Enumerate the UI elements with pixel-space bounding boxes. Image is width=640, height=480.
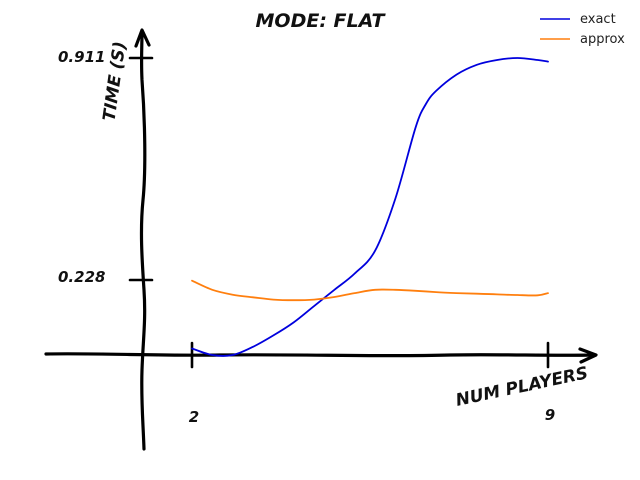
chart-title: MODE: FLAT <box>256 10 387 32</box>
x-axis-label: NUM PLAYERS <box>454 363 590 411</box>
series-line-approx <box>191 279 549 302</box>
y-tick-label-0911: 0.911 <box>58 48 105 66</box>
x-tick-label-2: 2 <box>189 408 199 426</box>
y-axis <box>139 30 147 451</box>
x-tick-label-9: 9 <box>545 406 555 424</box>
series-line-exact <box>191 57 549 357</box>
legend-label-exact: exact <box>580 12 616 27</box>
x-axis-arrow <box>578 347 598 364</box>
y-axis-arrow <box>134 28 151 48</box>
x-axis <box>44 352 596 358</box>
series-layer <box>191 57 549 357</box>
y-tick-label-0228: 0.228 <box>58 268 105 286</box>
legend: exact approx <box>540 12 625 47</box>
legend-label-approx: approx <box>580 32 625 47</box>
